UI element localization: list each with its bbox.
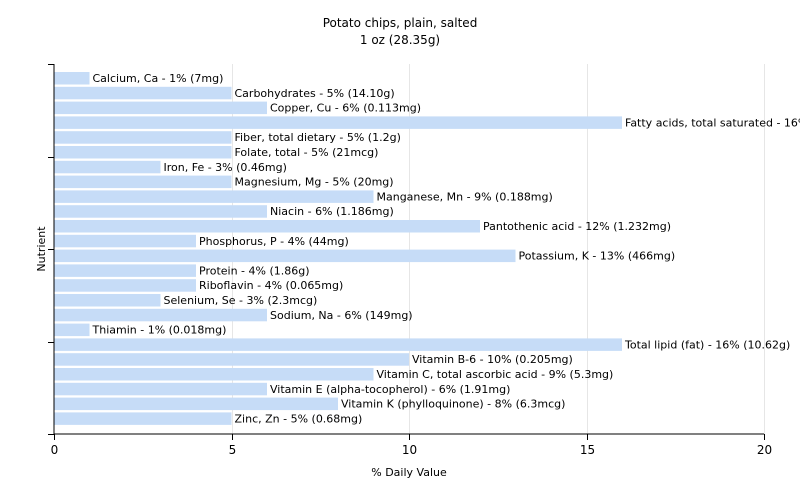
x-tick-label: 5 (229, 443, 237, 457)
bar-label: Vitamin C, total ascorbic acid - 9% (5.3… (377, 368, 614, 381)
bar-label: Carbohydrates - 5% (14.10g) (235, 87, 395, 100)
bar-label: Pantothenic acid - 12% (1.232mg) (483, 220, 671, 233)
bar-label: Magnesium, Mg - 5% (20mg) (235, 176, 394, 189)
bar (54, 279, 196, 292)
bar (54, 412, 232, 425)
bar-label: Fatty acids, total saturated - 16% (3.10… (625, 116, 800, 129)
bar (54, 264, 196, 277)
bar (54, 131, 232, 144)
bar (54, 294, 161, 307)
x-tick-label: 20 (757, 443, 772, 457)
bar-label: Iron, Fe - 3% (0.46mg) (164, 161, 287, 174)
bars (54, 72, 622, 425)
bar-label: Total lipid (fat) - 16% (10.62g) (624, 338, 790, 351)
bar-label: Thiamin - 1% (0.018mg) (92, 324, 227, 337)
bar (54, 146, 232, 159)
x-axis-label: % Daily Value (371, 466, 447, 479)
x-tick-label: 0 (51, 443, 59, 457)
chart-subtitle: 1 oz (28.35g) (360, 33, 440, 47)
bar-label: Vitamin E (alpha-tocopherol) - 6% (1.91m… (270, 383, 510, 396)
bar (54, 382, 267, 396)
bar (54, 368, 374, 381)
bar-label: Fiber, total dietary - 5% (1.2g) (235, 131, 401, 144)
bar-label: Copper, Cu - 6% (0.113mg) (270, 102, 421, 115)
bar (54, 116, 622, 129)
x-tick-label: 10 (402, 443, 417, 457)
bar-label: Niacin - 6% (1.186mg) (270, 205, 394, 218)
bar (54, 72, 90, 85)
bar-label: Riboflavin - 4% (0.065mg) (199, 279, 343, 292)
bar-label: Manganese, Mn - 9% (0.188mg) (377, 190, 553, 203)
bar-label: Phosphorus, P - 4% (44mg) (199, 235, 349, 248)
x-axis-ticks: 0 5 10 15 20 (51, 434, 772, 457)
bar-label: Vitamin B-6 - 10% (0.205mg) (412, 353, 573, 366)
bar (54, 160, 161, 174)
bar-label: Selenium, Se - 3% (2.3mcg) (164, 294, 318, 307)
bar (54, 234, 196, 248)
bar-label: Zinc, Zn - 5% (0.68mg) (235, 412, 363, 425)
bar (54, 190, 374, 203)
bar (54, 338, 622, 351)
bar (54, 353, 409, 366)
bar (54, 220, 480, 233)
bar (54, 308, 267, 322)
bar-label: Calcium, Ca - 1% (7mg) (93, 72, 224, 85)
bar (54, 323, 90, 337)
bar (54, 249, 516, 263)
bar (54, 205, 267, 218)
bar-label: Protein - 4% (1.86g) (199, 264, 310, 277)
bar-label: Sodium, Na - 6% (149mg) (270, 309, 413, 322)
chart-title: Potato chips, plain, salted (323, 16, 478, 30)
bar (54, 397, 338, 411)
x-tick-label: 15 (580, 443, 595, 457)
bar (54, 101, 267, 115)
y-axis-label: Nutrient (35, 226, 48, 272)
y-axis-ticks (48, 64, 54, 435)
bar-label: Potassium, K - 13% (466mg) (519, 250, 676, 263)
bar-label: Folate, total - 5% (21mcg) (235, 146, 379, 159)
bar-label: Vitamin K (phylloquinone) - 8% (6.3mcg) (341, 398, 565, 411)
bar-labels: Calcium, Ca - 1% (7mg) Carbohydrates - 5%… (92, 72, 800, 425)
bar (54, 175, 232, 189)
bar (54, 86, 232, 100)
